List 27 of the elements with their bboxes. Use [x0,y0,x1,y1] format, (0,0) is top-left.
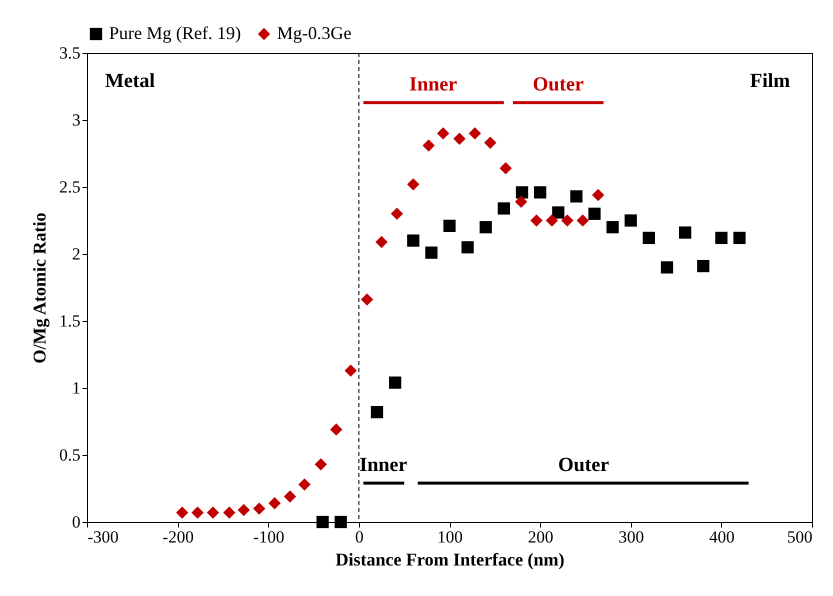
x-tick-label: -300 [88,528,119,546]
x-tick-label: 100 [437,528,463,546]
annotation: Film [750,70,790,92]
legend-label: Pure Mg (Ref. 19) [109,23,241,43]
y-tick-label: 0 [72,512,80,532]
y-tick-label: 1.5 [59,312,80,330]
x-tick-label: 500 [787,528,812,546]
legend-label: Mg-0.3Ge [277,23,352,43]
annotation: Outer [558,454,610,476]
annotation: Inner [359,454,408,476]
annotation: Outer [532,74,584,96]
annotation: Metal [105,70,156,92]
x-tick-label: -100 [253,528,284,546]
x-tick-label: 400 [709,528,735,546]
y-tick-label: 3.5 [59,44,80,62]
x-tick-label: 0 [355,528,364,546]
y-tick-label: 2 [72,244,80,264]
y-tick-label: 0.5 [59,446,80,464]
y-axis-title: O/Mg Atomic Ratio [29,212,50,364]
y-tick-label: 3 [72,110,80,130]
y-tick-label: 2.5 [59,178,80,196]
x-tick-label: 200 [528,528,554,546]
y-tick-label: 1 [72,378,80,398]
x-tick-label: -200 [162,528,194,546]
annotation: Inner [409,74,458,96]
x-axis-title: Distance From Interface (nm) [335,550,565,570]
x-tick-label: 300 [618,528,644,546]
